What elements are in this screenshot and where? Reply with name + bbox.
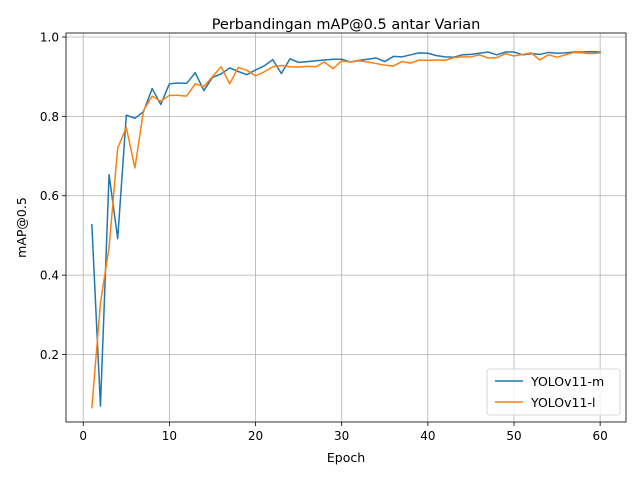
series-lines — [91, 50, 601, 409]
y-axis-label: mAP@0.5 — [14, 197, 29, 258]
y-tick-label: 0.2 — [40, 348, 59, 362]
chart-title: Perbandingan mAP@0.5 antar Varian — [212, 17, 481, 33]
legend: YOLOv11-m YOLOv11-l — [486, 368, 621, 416]
series-line-yolov11-l — [91, 51, 601, 409]
x-tick-label: 0 — [79, 429, 87, 443]
y-tick-label: 0.6 — [40, 189, 59, 203]
y-tick-label: 1.0 — [40, 30, 59, 44]
x-tick-label: 60 — [593, 429, 608, 443]
y-tick-label: 0.4 — [40, 269, 59, 283]
axis-ticks: 0 10 20 30 40 50 60 0.2 0.4 0.6 0.8 1.0 — [40, 30, 608, 443]
legend-label-yolov11-l: YOLOv11-l — [530, 395, 595, 410]
x-tick-label: 40 — [420, 429, 435, 443]
plot-area-frame — [65, 32, 627, 423]
y-tick-label: 0.8 — [40, 110, 59, 124]
x-tick-label: 50 — [506, 429, 521, 443]
x-tick-label: 30 — [334, 429, 349, 443]
grid — [66, 33, 626, 422]
x-tick-label: 20 — [248, 429, 263, 443]
x-tick-label: 10 — [162, 429, 177, 443]
legend-label-yolov11-m: YOLOv11-m — [530, 374, 604, 389]
x-axis-label: Epoch — [327, 450, 365, 465]
series-line-yolov11-m — [91, 50, 601, 407]
